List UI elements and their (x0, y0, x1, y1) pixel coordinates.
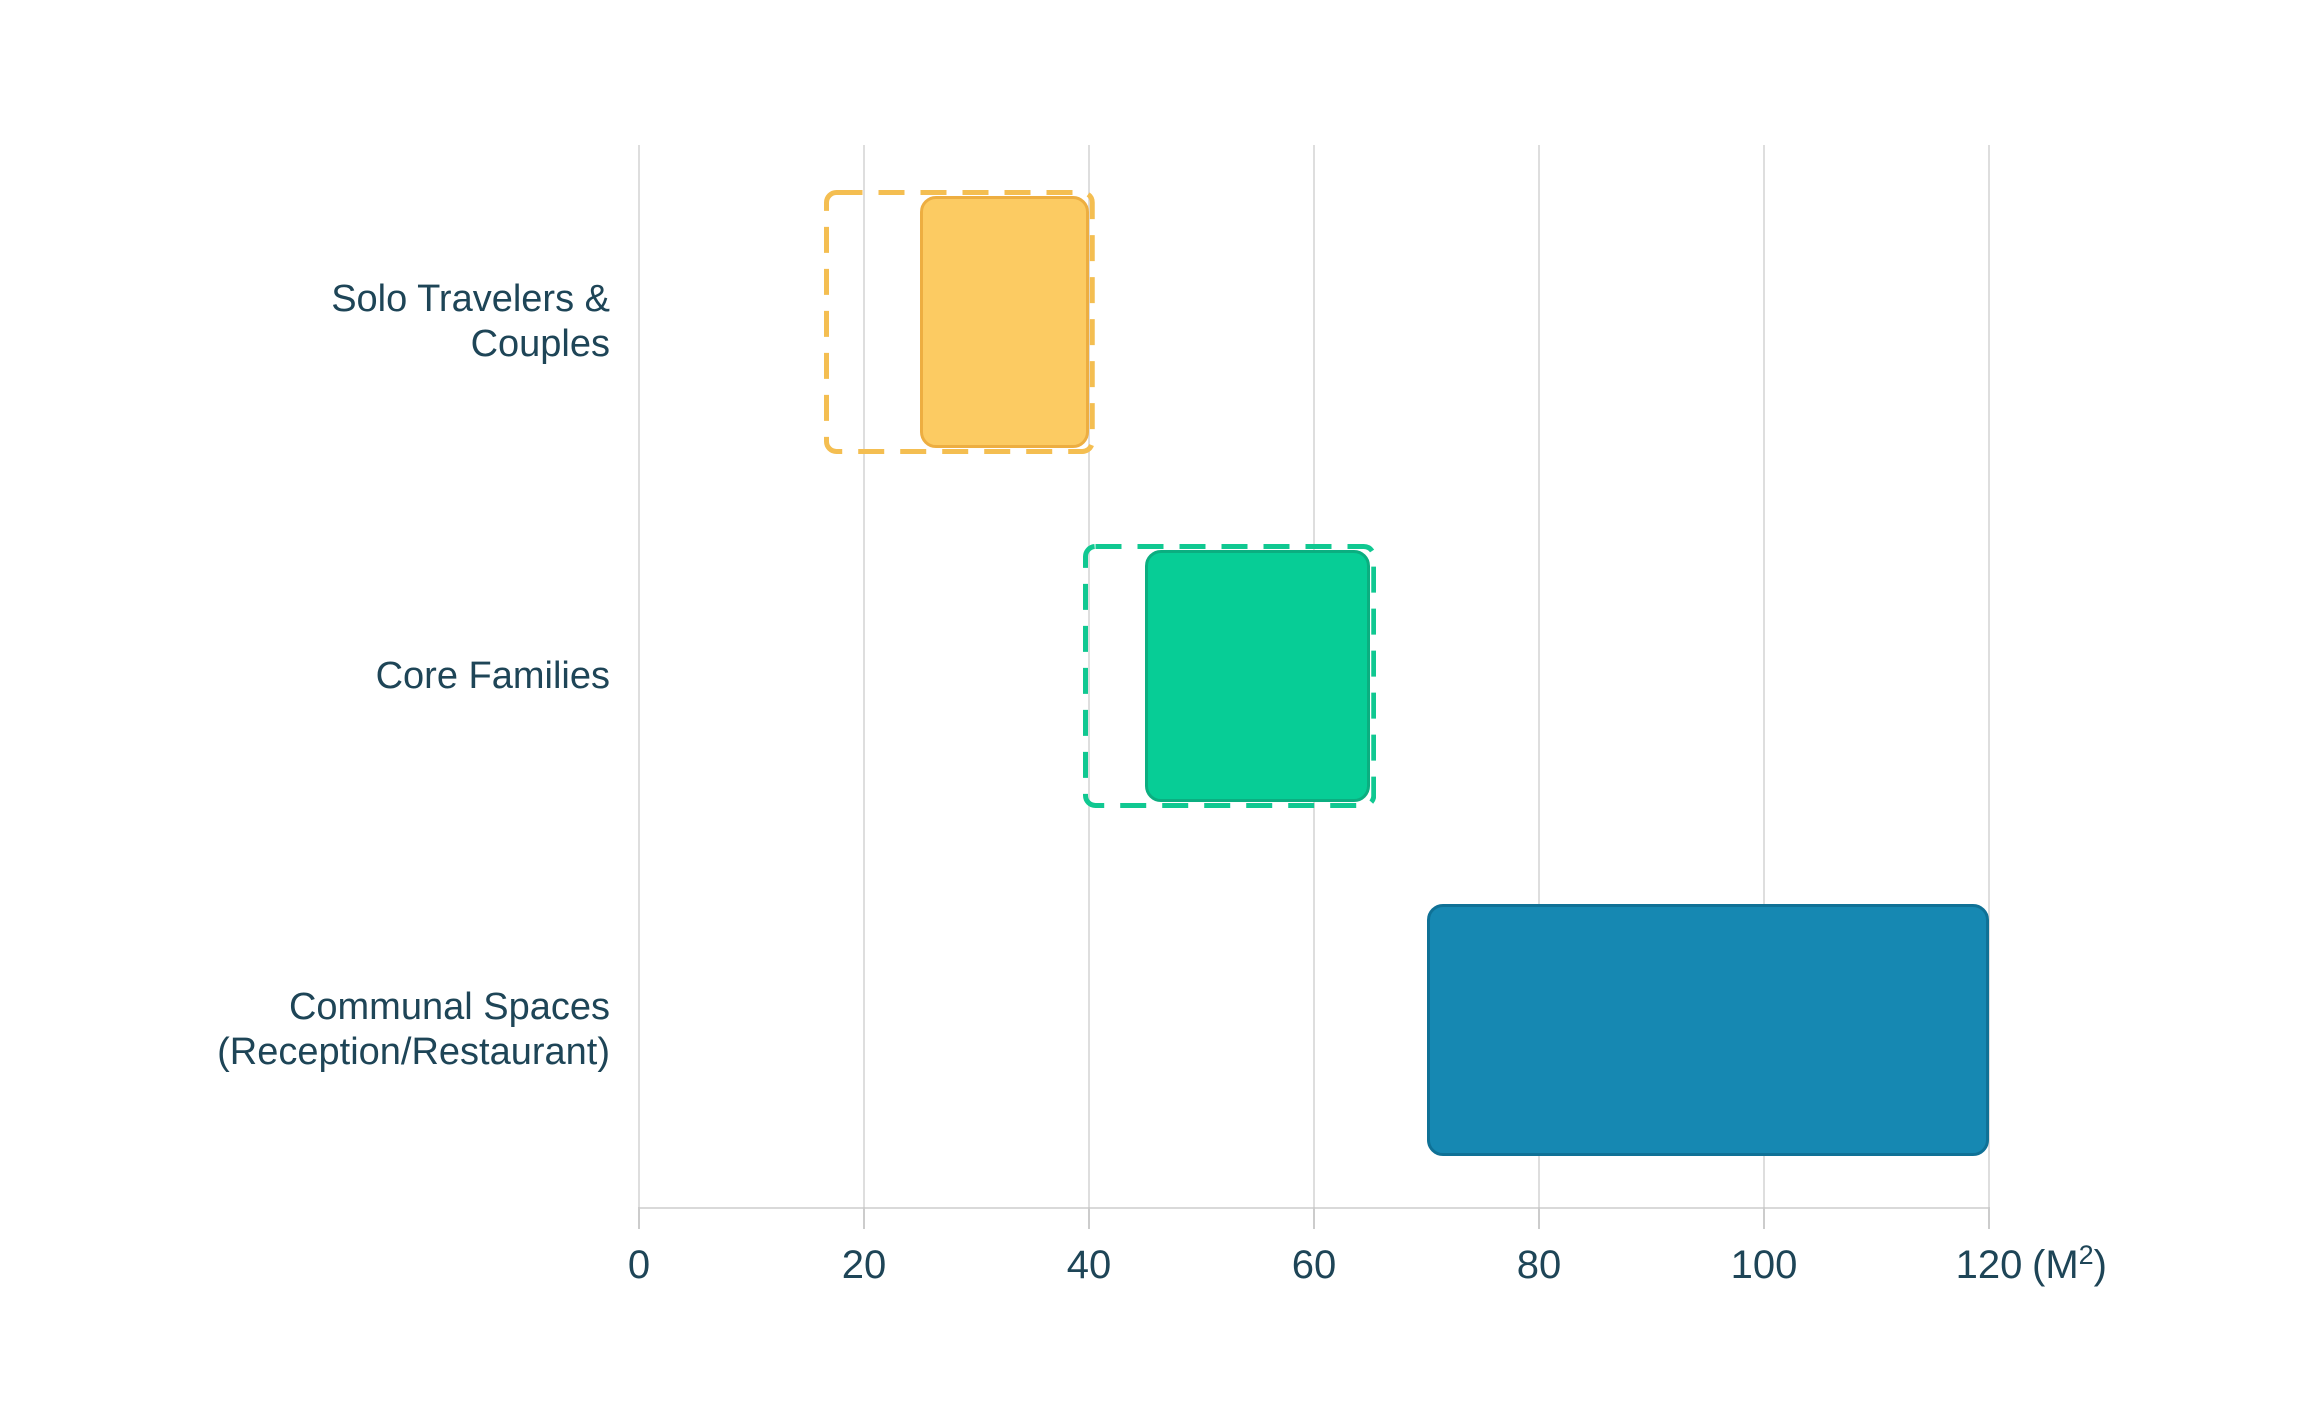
x-tick-label: 80 (1516, 1243, 1562, 1287)
gridline (863, 145, 865, 1207)
axis-tick (1763, 1207, 1765, 1229)
y-category-label: Core Families (375, 654, 610, 697)
x-tick-label: 0 (627, 1243, 651, 1287)
x-tick-label: 60 (1291, 1243, 1337, 1287)
axis-tick (1988, 1207, 1990, 1229)
x-tick-label: 40 (1066, 1243, 1112, 1287)
y-axis-category-labels: Solo Travelers & Couples Core Families Com… (0, 145, 610, 1207)
axis-tick (1313, 1207, 1315, 1229)
axis-tick (638, 1207, 640, 1229)
value-bar (920, 196, 1089, 448)
gridline (1763, 145, 1765, 1207)
unit-prefix: (M (2032, 1243, 2079, 1287)
x-axis-ticks (638, 1207, 1990, 1233)
axis-tick (1088, 1207, 1090, 1229)
bars-layer (639, 145, 1989, 1207)
x-axis-tick-labels: 0 20 40 60 80 100 120 (628, 1243, 2023, 1295)
axis-tick (863, 1207, 865, 1229)
x-tick-label: 120 (1955, 1243, 2023, 1287)
unit-suffix: ) (2093, 1243, 2107, 1287)
axis-tick (1538, 1207, 1540, 1229)
x-tick-label: 100 (1730, 1243, 1798, 1287)
gridline (1988, 145, 1990, 1207)
target-range-dashed-outline (1083, 544, 1377, 808)
value-bar (1145, 550, 1371, 802)
target-range-dashed-outline (824, 190, 1095, 454)
unit-superscript: 2 (2078, 1240, 2094, 1270)
value-bar (1426, 904, 1989, 1156)
gridline (1088, 145, 1090, 1207)
y-category-label: Solo Travelers & Couples (331, 278, 610, 365)
y-category-label: Communal Spaces (Reception/Restaurant) (217, 986, 610, 1073)
gridline (638, 145, 640, 1207)
gridline (1538, 145, 1540, 1207)
x-axis-unit-label: (M2) (2032, 1242, 2107, 1287)
plot-area (638, 145, 1990, 1209)
x-tick-label: 20 (841, 1243, 887, 1287)
